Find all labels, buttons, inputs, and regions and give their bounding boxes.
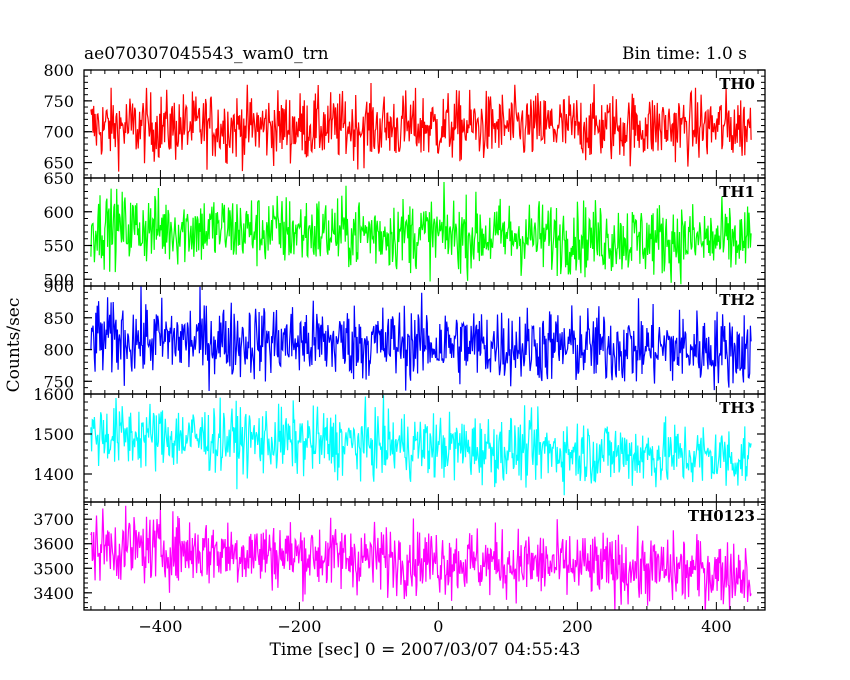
y-tick-label: 650 [43, 169, 74, 188]
y-tick-label: 3700 [33, 510, 74, 529]
panel-label-th1: TH1 [719, 183, 755, 201]
series-th2 [90, 286, 752, 392]
panel-th2: 750 800 850 900 TH2 [43, 277, 766, 395]
panel-label-th2: TH2 [719, 291, 755, 309]
panel-th3: 1400 1500 1600 TH3 [33, 385, 766, 503]
x-tick-label: 400 [701, 617, 732, 636]
y-tick-label: 900 [43, 277, 74, 296]
panel-label-th0: TH0 [719, 75, 755, 93]
panel-label-th0123: TH0123 [688, 507, 755, 525]
panel-th0: 650 700 750 800 TH0 [43, 61, 766, 179]
x-tick-label: 200 [562, 617, 593, 636]
series-th3 [90, 395, 752, 496]
panels-layer: 650 700 750 800 TH0 500 550 600 650 TH1 750 800 850 9… [33, 61, 766, 611]
x-axis-label: Time [sec] 0 = 2007/03/07 04:55:43 [270, 640, 581, 660]
panel-th1: 500 550 600 650 TH1 [43, 169, 766, 289]
bin-time-label: Bin time: 1.0 s [621, 44, 747, 64]
y-tick-label: 1600 [33, 385, 74, 404]
x-tick-label: −400 [138, 617, 182, 636]
y-tick-label: 650 [43, 154, 74, 173]
y-tick-label: 500 [43, 270, 74, 289]
y-tick-label: 600 [43, 203, 74, 222]
series-th0 [90, 82, 752, 172]
series-th1 [90, 181, 752, 285]
x-tick-label: −200 [277, 617, 321, 636]
x-axis: −400 −200 0 200 400 [138, 617, 731, 636]
y-tick-label: 750 [43, 92, 74, 111]
y-tick-label: 800 [43, 341, 74, 360]
x-tick-label: 0 [433, 617, 443, 636]
y-tick-label: 800 [43, 61, 74, 80]
y-tick-label: 3500 [33, 559, 74, 578]
series-th0123 [90, 505, 752, 610]
y-tick-label: 550 [43, 237, 74, 256]
y-tick-label: 3400 [33, 584, 74, 603]
y-tick-label: 750 [43, 372, 74, 391]
y-tick-label: 1400 [33, 465, 74, 484]
y-axis-label: Counts/sec [4, 298, 24, 393]
y-tick-label: 700 [43, 123, 74, 142]
y-tick-label: 850 [43, 309, 74, 328]
panel-th0123: 3400 3500 3600 3700 TH0123 [33, 501, 766, 611]
y-tick-label: 3600 [33, 535, 74, 554]
panel-label-th3: TH3 [719, 399, 755, 417]
chart-title: ae070307045543_wam0_trn [84, 44, 329, 64]
y-tick-label: 1500 [33, 425, 74, 444]
